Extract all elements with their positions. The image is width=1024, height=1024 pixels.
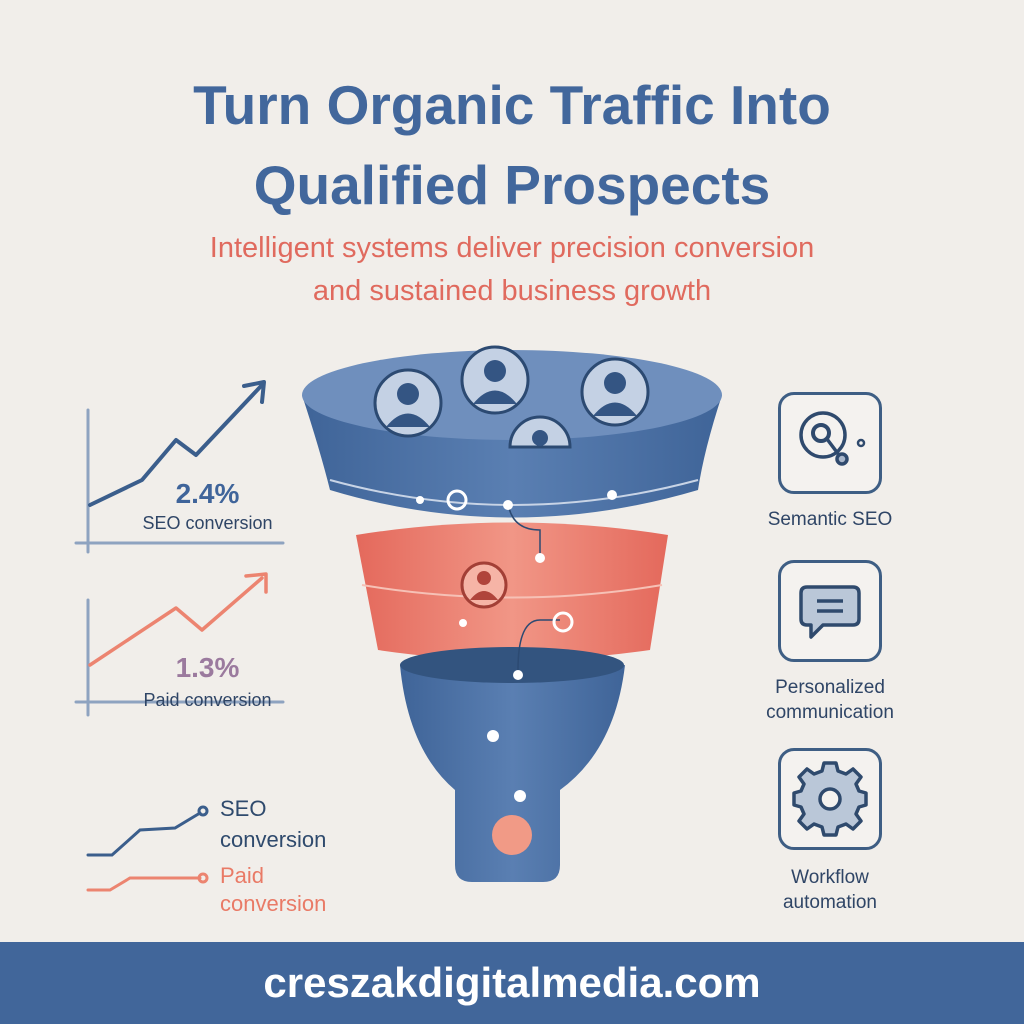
legend-lines [86,805,209,892]
personalized-communication-label: Personalized communication [730,676,930,725]
seo-trend-line [88,383,264,507]
paid-stat-label: Paid conversion [143,690,272,710]
gear-icon [792,761,868,837]
legend-paid-dot [197,872,209,884]
sales-funnel [302,345,722,882]
headline-line-1: Turn Organic Traffic Into [193,74,831,136]
legend-seo-line [86,811,202,857]
workflow-automation-card [778,748,882,850]
paid-stat-value: 1.3% [175,652,240,683]
funnel-bottom-section [400,665,625,882]
semantic-search-icon [799,411,866,466]
legend-paid: Paid conversion [220,862,326,918]
seo-arrow-head [242,380,266,404]
semantic-seo-card [778,392,882,494]
semantic-seo-label: Semantic SEO [767,509,893,530]
legend-paid-line1: Paid [220,863,265,888]
user-avatar [508,415,572,449]
legend-seo-line2: conversion [220,827,327,852]
seo-chart [74,380,285,554]
conversion-charts [74,380,285,892]
chat-bubble-icon [799,585,861,639]
legend-seo-line1: SEO [220,796,267,821]
seo-stat-label: SEO conversion [142,513,273,533]
funnel-middle-section [356,522,668,660]
user-avatar [460,561,508,609]
user-avatar [373,368,443,438]
subtitle-line-1: Intelligent systems deliver precision co… [209,232,815,264]
label-line: automation [782,891,877,913]
legend-paid-line [86,876,202,892]
footer-website[interactable]: creszakdigitalmedia.com [0,942,1024,1024]
label-line: communication [766,701,894,723]
paid-trend-line [88,576,264,667]
personalized-communication-card [778,560,882,662]
user-avatar [580,357,650,427]
headline-line-2: Qualified Prospects [253,154,771,216]
funnel-output-dot [492,815,532,855]
subtitle-line-2: and sustained business growth [312,275,712,307]
paid-arrow-head [244,572,268,594]
legend-seo-dot [197,805,209,817]
legend-paid-line2: conversion [220,891,327,916]
label-line: Personalized [775,677,885,698]
funnel-nodes [416,490,617,802]
legend-seo: SEO conversion [220,793,326,855]
user-avatar [460,345,530,415]
label-line: Workflow [791,867,869,888]
paid-chart [74,572,285,717]
seo-stat-value: 2.4% [175,478,240,509]
workflow-automation-label: Workflow automation [730,866,930,915]
